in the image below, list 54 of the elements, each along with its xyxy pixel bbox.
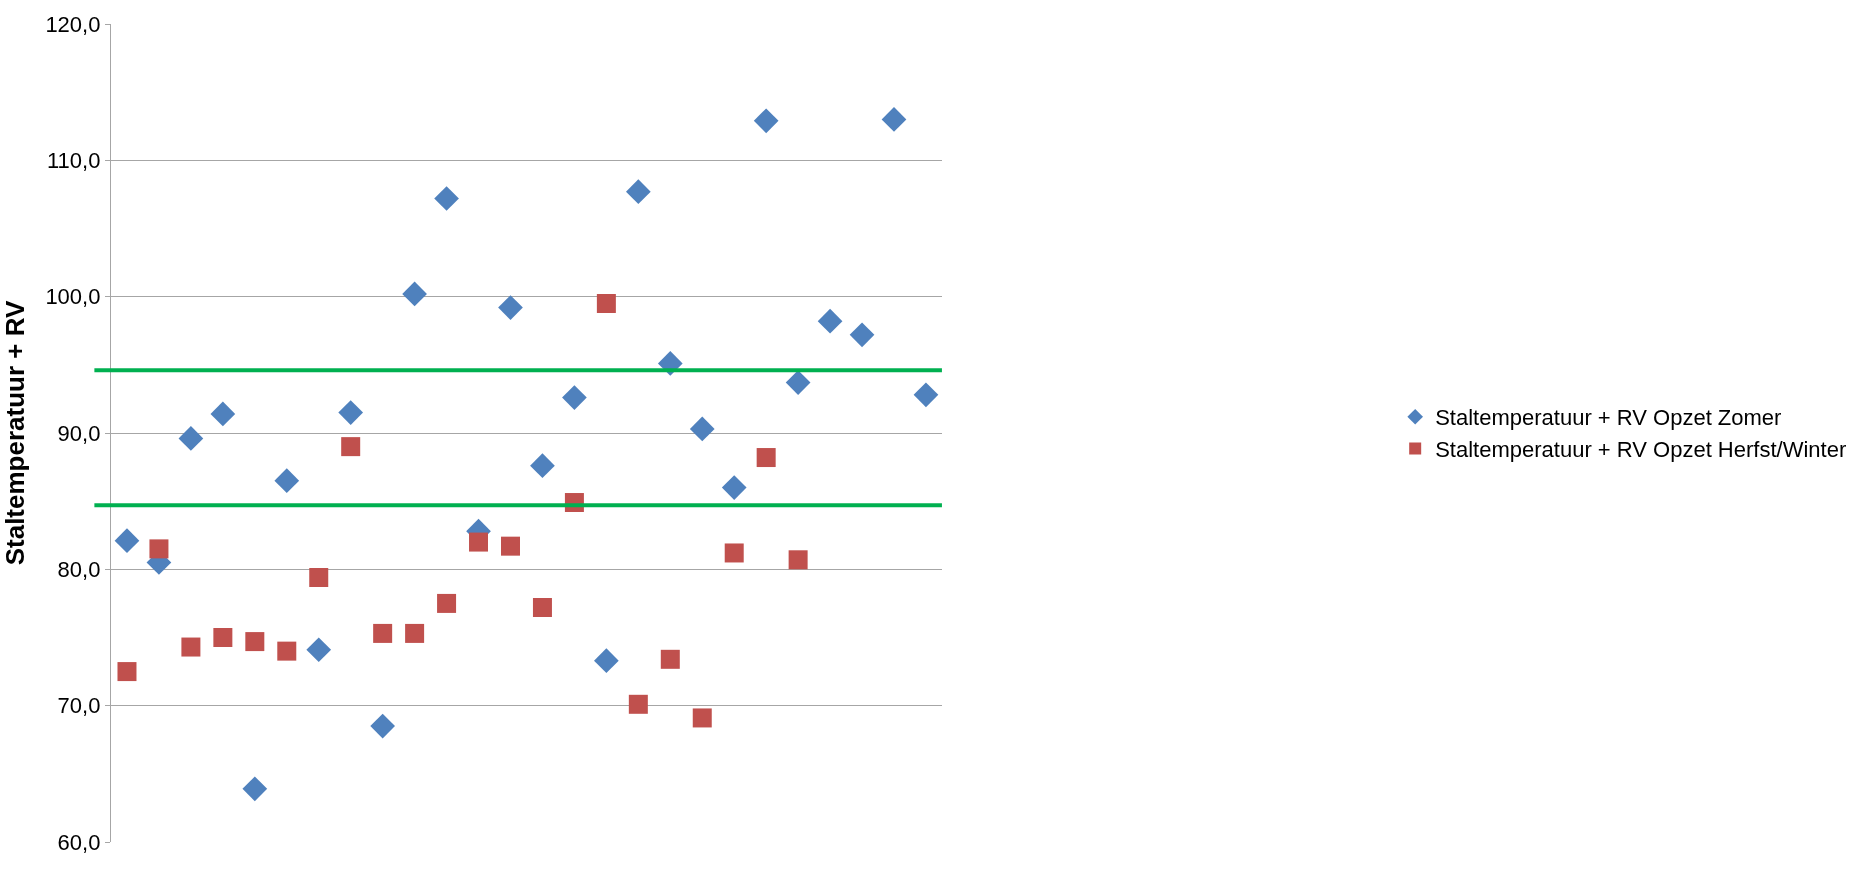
point [756,448,776,468]
point [785,370,811,395]
point [114,528,140,554]
point [434,186,459,211]
point [660,649,680,669]
point [402,281,427,307]
point [881,107,907,132]
point [692,708,712,728]
point [594,648,619,674]
point [625,179,651,205]
point [437,593,457,613]
y-tick-label: 120,0 [45,11,101,37]
point [178,426,204,451]
point [498,295,523,320]
point [370,713,395,739]
point [306,637,332,663]
point [689,416,715,442]
y-tick-label: 70,0 [57,693,101,719]
point [628,694,648,714]
point [213,628,233,647]
point [149,539,169,559]
point [500,536,520,556]
point [753,108,779,134]
y-tick-label: 110,0 [47,148,101,174]
point [532,598,552,618]
point [245,632,265,652]
point [913,382,939,408]
point [274,468,300,494]
point [341,437,361,457]
y-axis-title: Staltemperatuur + RV [0,300,30,566]
point [788,550,808,570]
point [469,532,489,552]
point [530,453,555,479]
point [721,475,747,500]
point [117,662,137,682]
point [338,400,364,425]
point [562,385,587,410]
y-tick-label: 90,0 [57,420,101,446]
point [242,776,268,802]
point [596,293,616,313]
legend-label: Staltemperatuur + RV Opzet Zomer [1435,405,1782,431]
y-tick-label: 100,0 [45,284,101,310]
y-tick-label: 80,0 [57,557,101,583]
point [405,623,425,643]
point [309,568,329,588]
point [724,543,744,563]
point [181,637,201,657]
point [817,308,843,334]
point [210,401,236,427]
point [373,623,393,643]
point [277,641,297,661]
y-tick-label: 60,0 [57,829,101,855]
legend-label: Staltemperatuur + RV Opzet Herfst/Winter [1435,436,1847,462]
point [849,322,875,348]
